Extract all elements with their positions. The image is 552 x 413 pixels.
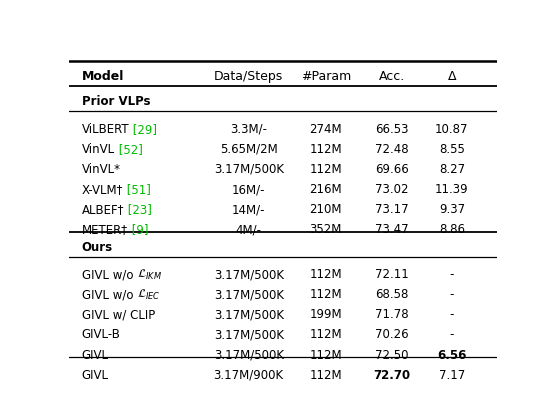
- Text: GIVL-B: GIVL-B: [82, 328, 121, 341]
- Text: 112M: 112M: [309, 287, 342, 301]
- Text: 73.17: 73.17: [375, 203, 409, 216]
- Text: 3.17M/500K: 3.17M/500K: [214, 328, 284, 341]
- Text: 199M: 199M: [309, 308, 342, 320]
- Text: 10.87: 10.87: [435, 123, 469, 135]
- Text: 3.17M/500K: 3.17M/500K: [214, 268, 284, 280]
- Text: #Param: #Param: [300, 70, 351, 83]
- Text: Data/Steps: Data/Steps: [214, 70, 283, 83]
- Text: Ours: Ours: [82, 240, 113, 253]
- Text: X-VLM†: X-VLM†: [82, 183, 123, 196]
- Text: Δ: Δ: [448, 70, 456, 83]
- Text: Prior VLPs: Prior VLPs: [82, 95, 150, 108]
- Text: 5.65M/2M: 5.65M/2M: [220, 142, 278, 156]
- Text: -: -: [450, 287, 454, 301]
- Text: 72.50: 72.50: [375, 348, 408, 361]
- Text: 8.55: 8.55: [439, 142, 465, 156]
- Text: 4M/-: 4M/-: [236, 223, 262, 236]
- Text: [52]: [52]: [115, 142, 143, 156]
- Text: 112M: 112M: [309, 163, 342, 176]
- Text: GIVL: GIVL: [82, 368, 109, 381]
- Text: 112M: 112M: [309, 142, 342, 156]
- Text: 72.48: 72.48: [375, 142, 409, 156]
- Text: 7.17: 7.17: [439, 368, 465, 381]
- Text: 3.17M/500K: 3.17M/500K: [214, 163, 284, 176]
- Text: 66.53: 66.53: [375, 123, 408, 135]
- Text: GIVL w/o: GIVL w/o: [82, 268, 137, 280]
- Text: 216M: 216M: [309, 183, 342, 196]
- Text: 112M: 112M: [309, 368, 342, 381]
- Text: -: -: [450, 268, 454, 280]
- Text: 16M/-: 16M/-: [232, 183, 266, 196]
- Text: 14M/-: 14M/-: [232, 203, 266, 216]
- Text: 69.66: 69.66: [375, 163, 409, 176]
- Text: 72.70: 72.70: [373, 368, 411, 381]
- Text: -: -: [450, 308, 454, 320]
- Text: 8.27: 8.27: [439, 163, 465, 176]
- Text: $\mathcal{L}_{IEC}$: $\mathcal{L}_{IEC}$: [137, 287, 161, 301]
- Text: 274M: 274M: [309, 123, 342, 135]
- Text: VinVL: VinVL: [82, 142, 115, 156]
- Text: GIVL w/ CLIP: GIVL w/ CLIP: [82, 308, 155, 320]
- Text: Acc.: Acc.: [379, 70, 405, 83]
- Text: [51]: [51]: [123, 183, 151, 196]
- Text: 112M: 112M: [309, 348, 342, 361]
- Text: METER†: METER†: [82, 223, 128, 236]
- Text: 11.39: 11.39: [435, 183, 469, 196]
- Text: 352M: 352M: [310, 223, 342, 236]
- Text: Model: Model: [82, 70, 124, 83]
- Text: 3.17M/900K: 3.17M/900K: [214, 368, 284, 381]
- Text: 72.11: 72.11: [375, 268, 409, 280]
- Text: 71.78: 71.78: [375, 308, 409, 320]
- Text: 68.58: 68.58: [375, 287, 408, 301]
- Text: ALBEF†: ALBEF†: [82, 203, 124, 216]
- Text: [29]: [29]: [130, 123, 157, 135]
- Text: 8.86: 8.86: [439, 223, 465, 236]
- Text: $\mathcal{L}_{IKM}$: $\mathcal{L}_{IKM}$: [137, 267, 162, 281]
- Text: VinVL*: VinVL*: [82, 163, 121, 176]
- Text: -: -: [450, 328, 454, 341]
- Text: 210M: 210M: [310, 203, 342, 216]
- Text: GIVL w/o: GIVL w/o: [82, 287, 137, 301]
- Text: 70.26: 70.26: [375, 328, 409, 341]
- Text: ViLBERT: ViLBERT: [82, 123, 130, 135]
- Text: 3.17M/500K: 3.17M/500K: [214, 348, 284, 361]
- Text: 6.56: 6.56: [437, 348, 466, 361]
- Text: 112M: 112M: [309, 328, 342, 341]
- Text: [9]: [9]: [128, 223, 148, 236]
- Text: 73.47: 73.47: [375, 223, 409, 236]
- Text: 112M: 112M: [309, 268, 342, 280]
- Text: 73.02: 73.02: [375, 183, 408, 196]
- Text: [23]: [23]: [124, 203, 152, 216]
- Text: 9.37: 9.37: [439, 203, 465, 216]
- Text: GIVL: GIVL: [82, 348, 109, 361]
- Text: 3.3M/-: 3.3M/-: [230, 123, 267, 135]
- Text: 3.17M/500K: 3.17M/500K: [214, 287, 284, 301]
- Text: 3.17M/500K: 3.17M/500K: [214, 308, 284, 320]
